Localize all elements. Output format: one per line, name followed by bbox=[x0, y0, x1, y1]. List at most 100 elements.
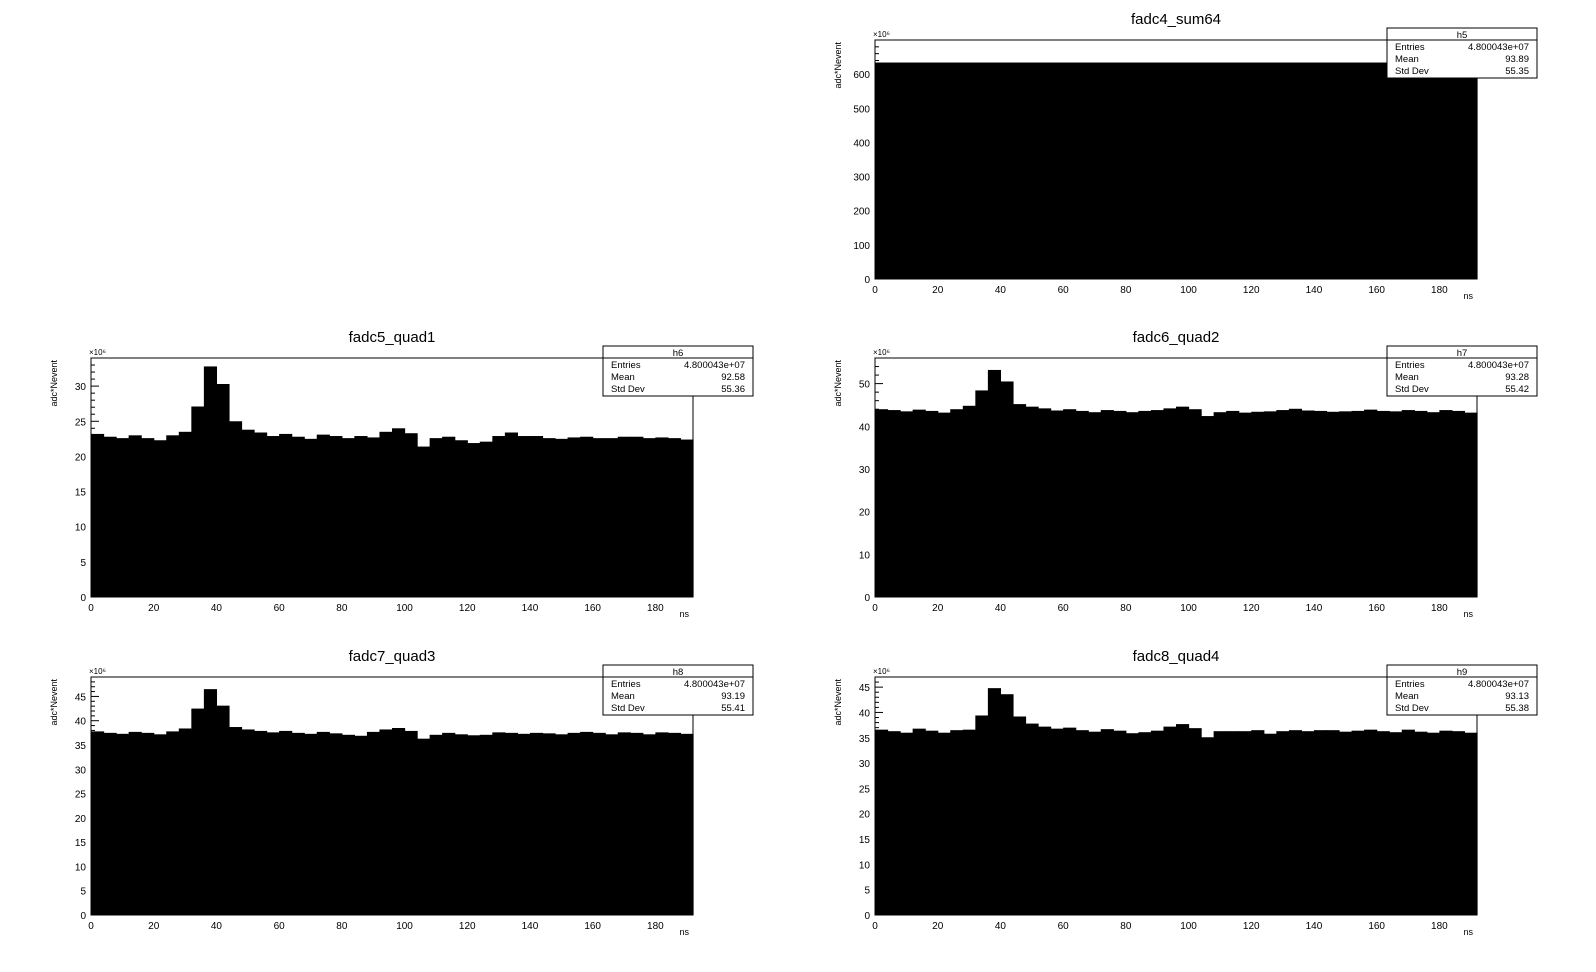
histogram-bin bbox=[1188, 409, 1202, 597]
y-tick-label: 10 bbox=[75, 862, 87, 873]
histogram-bin bbox=[1339, 731, 1353, 915]
x-tick-label: 0 bbox=[872, 921, 878, 932]
y-tick-label: 45 bbox=[75, 692, 87, 703]
y-tick-label: 30 bbox=[75, 765, 87, 776]
stats-row-label: Entries bbox=[1395, 679, 1425, 690]
x-tick-label: 160 bbox=[584, 921, 601, 932]
histogram-bin bbox=[517, 733, 531, 915]
x-axis-label: ns bbox=[679, 927, 689, 937]
histogram-bin bbox=[1176, 406, 1190, 597]
histogram-bin bbox=[1263, 733, 1277, 915]
stats-row-value: 55.38 bbox=[1505, 703, 1529, 714]
y-tick-label: 0 bbox=[864, 911, 870, 922]
histogram-bin bbox=[1376, 410, 1390, 597]
histogram-bin bbox=[1000, 694, 1014, 915]
histogram-bin bbox=[900, 732, 914, 915]
histogram-bin bbox=[1376, 62, 1390, 279]
histogram-bin bbox=[279, 730, 293, 915]
histogram-bin bbox=[912, 728, 926, 915]
histogram-bin bbox=[580, 436, 594, 597]
histogram-bin bbox=[950, 730, 964, 915]
x-tick-label: 60 bbox=[274, 921, 286, 932]
histogram-bin bbox=[479, 734, 493, 915]
x-tick-label: 120 bbox=[1243, 285, 1260, 296]
histogram-bin bbox=[1088, 412, 1102, 597]
histogram-bin bbox=[1364, 409, 1378, 597]
histogram-bin bbox=[304, 733, 318, 915]
histogram-bin bbox=[291, 436, 305, 597]
histogram-bin bbox=[429, 438, 443, 597]
chart-title: fadc7_quad3 bbox=[349, 648, 436, 665]
x-tick-label: 0 bbox=[88, 603, 94, 614]
y-tick-label: 40 bbox=[75, 717, 87, 728]
histogram-bin bbox=[417, 446, 431, 597]
histogram-bin bbox=[1376, 731, 1390, 915]
stats-box-frame bbox=[1386, 664, 1538, 716]
histogram-bin bbox=[1389, 732, 1403, 915]
histogram-bin bbox=[667, 732, 682, 915]
histogram-bin bbox=[655, 437, 669, 597]
histogram-bin bbox=[1389, 62, 1403, 279]
histogram-bin bbox=[887, 410, 901, 597]
histogram-bin bbox=[1038, 62, 1052, 279]
histogram-bin bbox=[116, 733, 130, 915]
stats-row-label: Std Dev bbox=[1395, 703, 1429, 714]
y-tick-label: 500 bbox=[853, 104, 870, 115]
x-tick-label: 160 bbox=[584, 603, 601, 614]
y-tick-label: 35 bbox=[75, 741, 87, 752]
histogram-panel-top-right: fadc4_sum64 0 20 40 60 80 100 120 140 160 180 0 100 2… bbox=[833, 11, 1538, 301]
histogram-bin bbox=[1351, 730, 1365, 915]
chart-title: fadc4_sum64 bbox=[1131, 11, 1221, 28]
histogram-bin bbox=[1238, 731, 1252, 915]
histogram-bin bbox=[1288, 408, 1303, 597]
stats-row-value: 4.800043e+07 bbox=[1468, 360, 1529, 371]
histogram-bin bbox=[1113, 62, 1127, 279]
histogram-bin bbox=[467, 735, 481, 915]
histogram-bin bbox=[1075, 410, 1089, 597]
histogram-bin bbox=[592, 732, 606, 915]
x-axis-label: ns bbox=[1463, 609, 1473, 619]
histogram-bin bbox=[975, 715, 989, 915]
histogram-bin bbox=[1464, 412, 1478, 597]
y-axis-label: adc*Nevent bbox=[49, 679, 59, 726]
histogram-bin bbox=[1201, 416, 1215, 597]
stats-row-value: 92.58 bbox=[721, 372, 745, 383]
histogram-bin bbox=[316, 731, 330, 915]
histogram-panel-middle-right: fadc6_quad2 0 20 40 60 80 100 120 140 160 180 0 10 20… bbox=[833, 329, 1538, 619]
histogram-bin bbox=[1038, 408, 1052, 597]
histogram-bin bbox=[1050, 728, 1064, 915]
histogram-bin bbox=[178, 728, 192, 915]
histogram-bin bbox=[642, 438, 656, 597]
histogram-bin bbox=[887, 62, 901, 279]
histogram-bin bbox=[1288, 62, 1303, 279]
histogram-bin bbox=[1238, 62, 1252, 279]
histogram-bin bbox=[392, 728, 406, 915]
histogram-bin bbox=[630, 732, 644, 915]
histogram-bin bbox=[1339, 62, 1353, 279]
histogram-bin bbox=[279, 433, 293, 597]
histogram-bin bbox=[492, 436, 506, 597]
histogram-bin bbox=[1426, 412, 1440, 597]
stats-box-title: h6 bbox=[673, 348, 684, 359]
y-tick-label: 10 bbox=[75, 523, 87, 534]
histogram-bin bbox=[1150, 730, 1165, 915]
histogram-bin bbox=[962, 62, 976, 279]
chart-title: fadc5_quad1 bbox=[349, 329, 436, 346]
stats-box-frame bbox=[1386, 27, 1538, 79]
histogram-bin bbox=[1464, 62, 1478, 279]
histogram-bin bbox=[1213, 731, 1227, 915]
histogram-bin bbox=[467, 443, 481, 597]
histogram-bin bbox=[166, 435, 180, 597]
y-tick-label: 25 bbox=[75, 790, 87, 801]
stats-row-label: Mean bbox=[1395, 372, 1419, 383]
stats-row-value: 55.41 bbox=[721, 703, 745, 714]
histogram-bin bbox=[103, 732, 117, 915]
stats-box: h8 Entries 4.800043e+07 Mean 93.19 Std Dev 55.… bbox=[602, 664, 754, 716]
histogram-bin bbox=[291, 732, 305, 915]
histogram-bin bbox=[1276, 731, 1290, 915]
x-tick-label: 140 bbox=[522, 921, 539, 932]
x-tick-label: 60 bbox=[1058, 921, 1070, 932]
histogram-bin bbox=[950, 62, 964, 279]
histogram-bin bbox=[266, 436, 280, 597]
histogram-bin bbox=[454, 440, 468, 597]
